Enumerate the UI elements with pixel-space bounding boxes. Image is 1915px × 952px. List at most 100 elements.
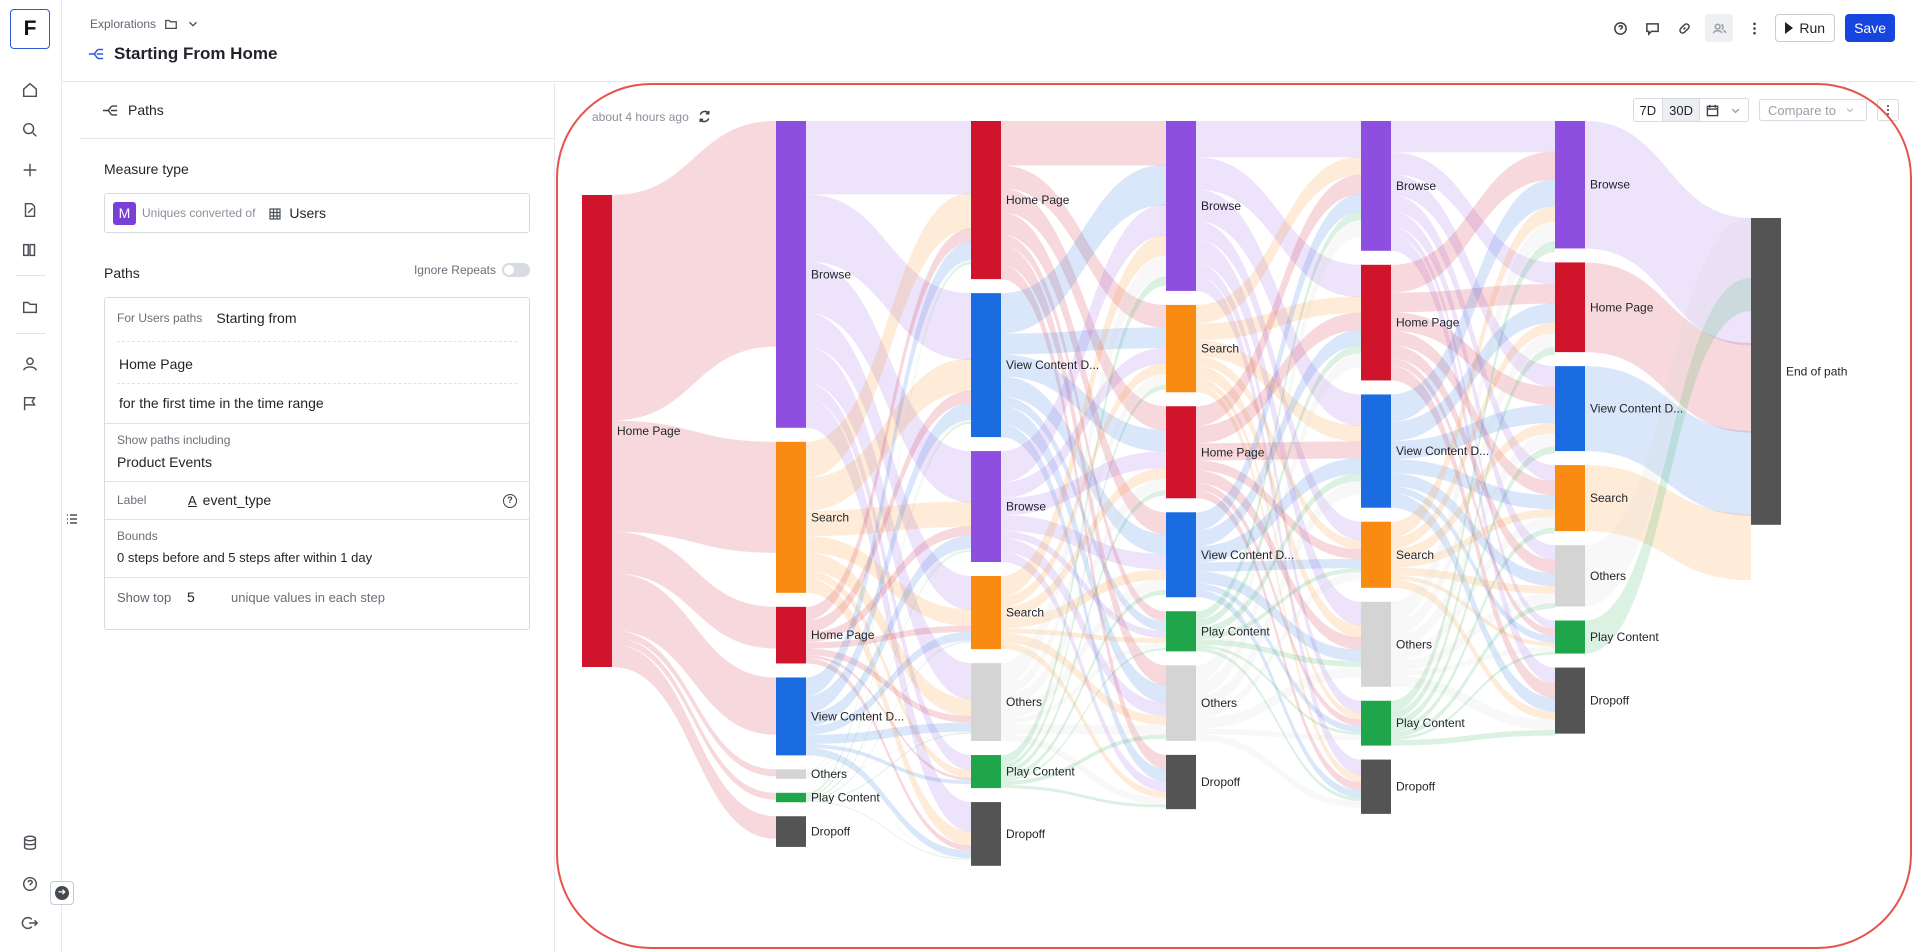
sankey-link[interactable] [1391, 473, 1555, 587]
flag-icon[interactable] [18, 392, 42, 416]
app-logo[interactable]: F [10, 9, 50, 49]
sankey-link[interactable] [1001, 165, 1166, 328]
sankey-node[interactable] [1166, 665, 1196, 741]
sankey-node[interactable] [1166, 121, 1196, 291]
date-picker-button[interactable] [1699, 99, 1748, 121]
measure-selector[interactable]: M Uniques converted of Users [104, 193, 530, 233]
sankey-link[interactable] [1001, 327, 1166, 355]
sankey-node[interactable] [582, 195, 612, 667]
plus-icon[interactable] [18, 158, 42, 182]
sankey-link[interactable] [806, 501, 971, 537]
refresh-icon[interactable] [697, 109, 712, 124]
first-time-option[interactable]: for the first time in the time range [119, 395, 324, 411]
sankey-link[interactable] [1196, 174, 1361, 426]
sankey-link[interactable] [1001, 490, 1166, 775]
sankey-node[interactable] [1361, 521, 1391, 588]
range-30d-button[interactable]: 30D [1662, 99, 1699, 121]
search-icon[interactable] [18, 118, 42, 142]
database-icon[interactable] [18, 831, 42, 855]
sankey-link[interactable] [1585, 278, 1751, 654]
sankey-link[interactable] [1585, 218, 1751, 607]
sankey-link[interactable] [1391, 152, 1555, 285]
sankey-link[interactable] [1196, 480, 1361, 710]
sankey-node[interactable] [1555, 262, 1585, 353]
starting-from-select[interactable]: Starting from [216, 310, 297, 326]
sankey-link[interactable] [1001, 538, 1166, 717]
sankey-link[interactable] [1001, 234, 1166, 597]
sankey-link[interactable] [1001, 530, 1166, 639]
folder-icon[interactable] [18, 295, 42, 319]
sankey-link[interactable] [612, 573, 776, 735]
sankey-link[interactable] [1001, 734, 1166, 805]
sankey-link[interactable] [1196, 345, 1361, 628]
sankey-link[interactable] [1196, 340, 1361, 442]
sankey-link[interactable] [1196, 473, 1361, 635]
sankey-link[interactable] [612, 420, 776, 553]
sankey-link[interactable] [1001, 724, 1166, 735]
sankey-link[interactable] [1001, 164, 1166, 334]
compare-to-select[interactable]: Compare to [1759, 99, 1867, 121]
sankey-link[interactable] [1391, 221, 1555, 623]
help-icon[interactable] [1609, 17, 1631, 39]
sankey-node[interactable] [1555, 121, 1585, 249]
sankey-link[interactable] [1391, 303, 1555, 441]
sankey-link[interactable] [806, 262, 971, 796]
sankey-link[interactable] [1391, 330, 1555, 496]
sankey-link[interactable] [1196, 583, 1361, 733]
sankey-link[interactable] [1001, 785, 1166, 808]
sankey-link[interactable] [1391, 651, 1555, 740]
sankey-link[interactable] [1196, 647, 1361, 802]
sankey-link[interactable] [1001, 451, 1166, 516]
sankey-node[interactable] [1361, 121, 1391, 251]
sankey-node[interactable] [776, 816, 806, 847]
sankey-link[interactable] [806, 548, 971, 776]
sankey-link[interactable] [806, 631, 971, 735]
sankey-link[interactable] [806, 390, 971, 633]
library-icon[interactable] [18, 238, 42, 262]
sankey-node[interactable] [1166, 754, 1196, 810]
list-icon[interactable] [66, 512, 78, 524]
sankey-link[interactable] [1196, 157, 1361, 298]
sankey-node[interactable] [1751, 218, 1781, 525]
sankey-link[interactable] [1585, 262, 1751, 433]
sankey-link[interactable] [612, 121, 776, 421]
help-icon[interactable] [18, 872, 42, 896]
sankey-link[interactable] [806, 658, 971, 851]
share-users-button[interactable] [1705, 14, 1734, 42]
sankey-link[interactable] [806, 570, 971, 778]
sankey-link[interactable] [1196, 639, 1361, 667]
sankey-link[interactable] [1196, 275, 1361, 775]
sankey-link[interactable] [806, 550, 971, 799]
sankey-link[interactable] [1001, 579, 1166, 720]
sankey-node[interactable] [776, 677, 806, 756]
sankey-link[interactable] [1196, 470, 1361, 650]
sankey-link[interactable] [1391, 226, 1555, 629]
show-top-input[interactable]: 5 [187, 589, 195, 605]
sankey-link[interactable] [1001, 478, 1166, 709]
sankey-link[interactable] [1001, 467, 1166, 619]
chart-more-button[interactable] [1877, 99, 1899, 121]
sankey-link[interactable] [1391, 646, 1555, 677]
sankey-link[interactable] [1391, 347, 1555, 720]
sankey-node[interactable] [971, 293, 1001, 438]
sankey-link[interactable] [1391, 579, 1555, 720]
sankey-link[interactable] [1196, 728, 1361, 741]
sankey-link[interactable] [1391, 365, 1555, 698]
range-7d-button[interactable]: 7D [1639, 102, 1657, 118]
breadcrumb-label[interactable]: Explorations [90, 17, 157, 31]
sankey-link[interactable] [1001, 642, 1166, 798]
sankey-link[interactable] [1391, 241, 1555, 712]
sankey-link[interactable] [1196, 329, 1361, 547]
sankey-link[interactable] [1001, 384, 1166, 770]
sankey-node[interactable] [1166, 304, 1196, 393]
sankey-link[interactable] [1391, 517, 1555, 661]
sankey-node[interactable] [776, 441, 806, 593]
sankey-link[interactable] [1001, 424, 1166, 782]
sankey-link[interactable] [1196, 193, 1361, 531]
sankey-link[interactable] [1391, 333, 1555, 637]
sankey-link[interactable] [1391, 205, 1555, 538]
sankey-node[interactable] [1555, 465, 1585, 532]
sankey-link[interactable] [1196, 567, 1361, 640]
sankey-link[interactable] [1196, 378, 1361, 720]
sankey-link[interactable] [612, 630, 776, 777]
